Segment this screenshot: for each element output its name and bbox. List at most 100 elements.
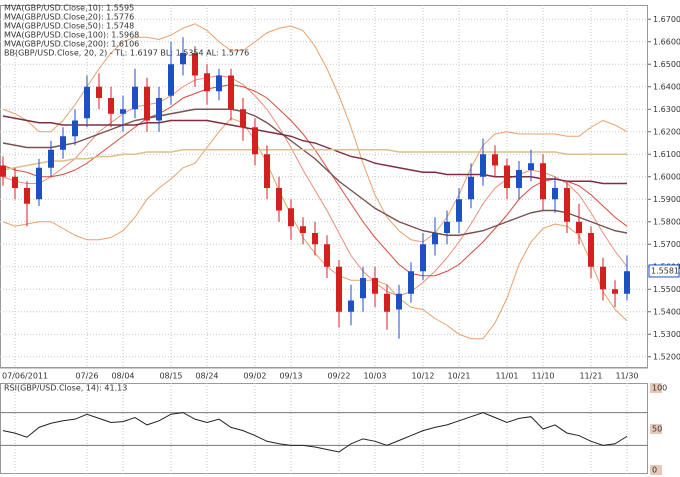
legend-entry: MVA(GBP/USD.Close,50): 1.5748 xyxy=(4,22,134,31)
candle-body xyxy=(24,188,30,204)
candle-body xyxy=(240,109,246,128)
rsi-line xyxy=(2,412,628,453)
x-tick-label: 10/03 xyxy=(363,372,386,381)
candle-body xyxy=(444,221,450,233)
candle-body xyxy=(348,300,354,312)
candle-body xyxy=(420,244,426,272)
tick-box xyxy=(650,383,662,393)
candle-body xyxy=(600,266,606,290)
candle-body xyxy=(492,154,498,166)
x-tick-label: 08/04 xyxy=(111,372,134,381)
candle-body xyxy=(276,188,282,211)
x-tick-label: 09/02 xyxy=(243,372,266,381)
candle-body xyxy=(384,293,390,312)
candle-body xyxy=(192,53,198,76)
candle-body xyxy=(108,98,114,114)
candle-body xyxy=(336,266,342,312)
candle-body xyxy=(516,170,522,188)
candle-body xyxy=(120,109,126,114)
legend-entry: MVA(GBP/USD.Close,100): 1.5968 xyxy=(4,31,139,40)
legend-entry: MVA(GBP/USD.Close,10): 1.5595 xyxy=(4,4,134,13)
y-tick-label: 1.6300 xyxy=(653,105,680,114)
y-tick-label: 1.6400 xyxy=(653,82,680,91)
legend-entry: MVA(GBP/USD.Close,20): 1.5776 xyxy=(4,13,134,22)
y-tick-label: 0 xyxy=(652,466,657,475)
candle-body xyxy=(540,163,546,200)
y-tick-label: 1.6700 xyxy=(653,15,680,24)
candle-body xyxy=(588,233,594,267)
candle-body xyxy=(372,278,378,294)
candle-body xyxy=(36,167,42,200)
candle-body xyxy=(144,86,150,121)
x-tick-label: 09/13 xyxy=(279,372,302,381)
x-tick-label: 08/15 xyxy=(159,372,182,381)
y-tick-label: 1.5500 xyxy=(653,285,680,294)
x-tick-label: 09/22 xyxy=(327,372,350,381)
x-tick-label: 07/26 xyxy=(75,372,98,381)
candle-body xyxy=(204,73,210,92)
x-tick-label: 11/21 xyxy=(579,372,602,381)
y-tick-label: 1.5700 xyxy=(653,240,680,249)
tick-box xyxy=(650,424,662,434)
candle-body xyxy=(84,86,90,119)
candle-body xyxy=(576,221,582,233)
x-tick-label: 07/06/2011 xyxy=(2,372,48,381)
candle-body xyxy=(564,188,570,222)
y-tick-label: 1.5400 xyxy=(653,307,680,316)
candle-body xyxy=(288,208,294,227)
moving-average xyxy=(2,115,627,185)
candle-body xyxy=(528,163,534,170)
candle-body xyxy=(480,154,486,177)
legend-entry: BB(GBP/USD.Close, 20, 2) - TL: 1.6197 BL… xyxy=(4,49,249,58)
candle-body xyxy=(396,293,402,310)
y-tick-label: 1.6200 xyxy=(653,127,680,136)
candle-body xyxy=(252,127,258,155)
x-tick-label: 10/12 xyxy=(411,372,434,381)
x-tick-label: 11/10 xyxy=(531,372,554,381)
candle-body xyxy=(132,86,138,110)
bollinger-upper xyxy=(2,23,628,243)
moving-average xyxy=(2,149,627,171)
candle-body xyxy=(312,233,318,245)
candle-body xyxy=(408,271,414,294)
y-tick-label: 1.6500 xyxy=(653,60,680,69)
candle-body xyxy=(228,75,234,110)
y-tick-label: 1.6600 xyxy=(653,37,680,46)
y-tick-label: 1.5900 xyxy=(653,195,680,204)
candle-body xyxy=(552,188,558,200)
moving-average xyxy=(2,74,628,297)
candle-body xyxy=(468,176,474,200)
candle-body xyxy=(456,199,462,222)
candle-body xyxy=(360,278,366,299)
candle-body xyxy=(324,244,330,267)
candle-body xyxy=(264,154,270,188)
candle-body xyxy=(168,64,174,96)
candle-body xyxy=(72,120,78,137)
candle-body xyxy=(216,75,222,92)
y-tick-label: 1.6100 xyxy=(653,150,680,159)
x-tick-label: 08/24 xyxy=(195,372,218,381)
candle-body xyxy=(612,289,618,294)
moving-average xyxy=(2,108,628,236)
y-tick-label: 50 xyxy=(652,425,662,434)
candle-body xyxy=(504,165,510,188)
legend-entry: RSI(GBP/USD.Close, 14): 41.13 xyxy=(4,384,127,393)
x-tick-label: 10/21 xyxy=(447,372,470,381)
candle-body xyxy=(12,176,18,188)
y-tick-label: 100 xyxy=(652,384,667,393)
last-price-label: 1.55812 xyxy=(651,266,680,275)
candle-body xyxy=(624,271,630,294)
candle-body xyxy=(0,165,6,177)
candle-body xyxy=(48,149,54,168)
candle-body xyxy=(300,226,306,233)
candle-body xyxy=(60,136,66,150)
tick-box xyxy=(650,465,662,475)
rsi-panel xyxy=(0,383,648,474)
y-tick-label: 1.6000 xyxy=(653,172,680,181)
legend-entry: MVA(GBP/USD.Close,200): 1.6106 xyxy=(4,40,139,49)
last-price-box xyxy=(648,264,680,278)
x-tick-label: 11/30 xyxy=(615,372,638,381)
y-tick-label: 1.5800 xyxy=(653,217,680,226)
